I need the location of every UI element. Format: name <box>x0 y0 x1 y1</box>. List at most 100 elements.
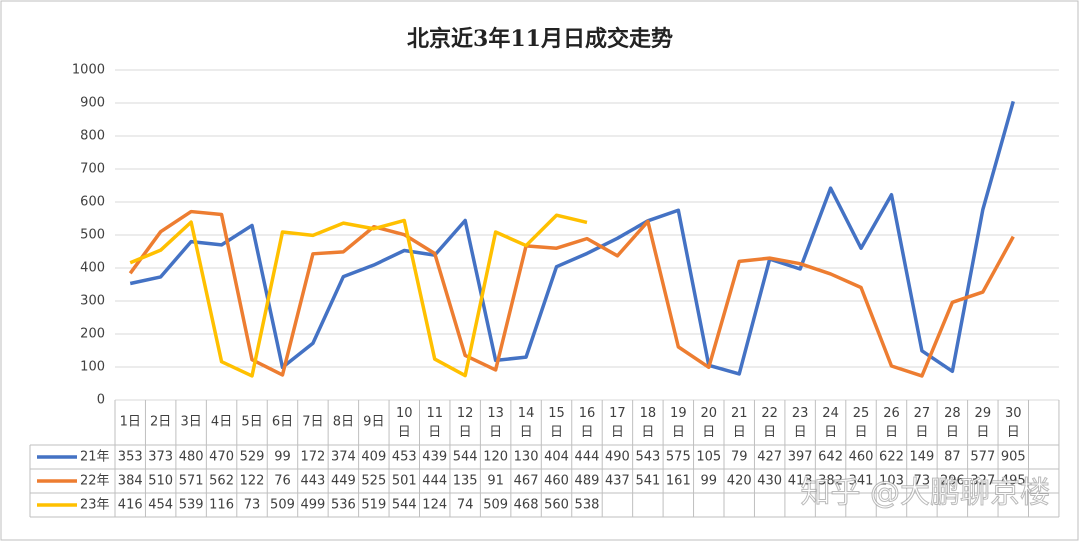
table-value: 416 <box>118 498 143 513</box>
y-tick-label: 1000 <box>72 63 105 78</box>
table-value: 454 <box>148 498 173 513</box>
table-value: 105 <box>696 450 721 465</box>
y-tick-label: 200 <box>80 327 105 342</box>
table-value: 444 <box>422 474 447 489</box>
table-value: 404 <box>544 450 569 465</box>
x-tick-label-part: 20 <box>701 406 718 421</box>
x-tick-label-part: 28 <box>944 406 961 421</box>
chart-title: 北京近3年11月日成交走势 <box>407 26 673 52</box>
table-value: 536 <box>331 498 356 513</box>
table-value: 529 <box>240 450 265 465</box>
table-value: 149 <box>910 450 935 465</box>
x-tick-label: 21 日 <box>731 406 748 440</box>
x-tick-label: 11 日 <box>426 406 443 440</box>
x-tick-label-part: 13 <box>487 406 504 421</box>
x-tick-label-part: 日 <box>794 425 807 440</box>
table-value: 538 <box>575 498 600 513</box>
x-tick-label-part: 日 <box>733 425 746 440</box>
x-tick-label-part: 18 <box>640 406 657 421</box>
table-value: 499 <box>301 498 326 513</box>
x-tick-label: 19 日 <box>670 406 687 440</box>
x-tick-label: 5日 <box>241 415 262 430</box>
legend-label: 22年 <box>80 474 110 489</box>
y-tick-label: 900 <box>80 96 105 111</box>
table-value: 87 <box>944 450 961 465</box>
table-value: 384 <box>118 474 143 489</box>
table-value: 99 <box>701 474 718 489</box>
table-value: 509 <box>270 498 295 513</box>
x-tick-label: 17 日 <box>609 406 626 440</box>
table-value: 489 <box>575 474 600 489</box>
x-tick-label: 26 日 <box>883 406 900 440</box>
x-tick-label: 10 日 <box>396 406 413 440</box>
x-tick-label: 18 日 <box>640 406 657 440</box>
x-tick-label-part: 日 <box>398 425 411 440</box>
table-value: 161 <box>666 474 691 489</box>
x-tick-label-part: 12 <box>457 406 474 421</box>
x-tick-label: 29 日 <box>975 406 992 440</box>
table-value: 525 <box>361 474 386 489</box>
table-value: 79 <box>731 450 748 465</box>
table-value: 622 <box>879 450 904 465</box>
x-tick-label: 12 日 <box>457 406 474 440</box>
x-tick-label: 25 日 <box>853 406 870 440</box>
table-value: 543 <box>635 450 660 465</box>
table-value: 341 <box>849 474 874 489</box>
table-value: 460 <box>849 450 874 465</box>
table-value: 353 <box>118 450 143 465</box>
x-tick-label: 2日 <box>150 415 171 430</box>
table-value: 437 <box>605 474 630 489</box>
y-tick-label: 100 <box>80 360 105 375</box>
x-tick-label-part: 24 <box>822 406 839 421</box>
table-value: 519 <box>361 498 386 513</box>
table-value: 541 <box>635 474 660 489</box>
y-tick-label: 300 <box>80 294 105 309</box>
x-tick-label-part: 日 <box>855 425 868 440</box>
table-value: 510 <box>148 474 173 489</box>
x-tick-label-part: 日 <box>824 425 837 440</box>
table-value: 430 <box>757 474 782 489</box>
table-value: 76 <box>274 474 291 489</box>
table-value: 296 <box>940 474 965 489</box>
x-tick-label-part: 11 <box>426 406 443 421</box>
table-value: 467 <box>514 474 539 489</box>
x-tick-label-part: 日 <box>489 425 502 440</box>
x-tick-label-part: 16 <box>579 406 596 421</box>
table-value: 397 <box>788 450 813 465</box>
x-tick-label-part: 日 <box>550 425 563 440</box>
x-tick-label: 27 日 <box>914 406 931 440</box>
table-value: 120 <box>483 450 508 465</box>
table-value: 575 <box>666 450 691 465</box>
table-value: 544 <box>453 450 478 465</box>
x-tick-label-part: 日 <box>946 425 959 440</box>
table-value: 135 <box>453 474 478 489</box>
table-value: 460 <box>544 474 569 489</box>
x-tick-label: 24 日 <box>822 406 839 440</box>
table-value: 443 <box>301 474 326 489</box>
x-tick-label-part: 日 <box>1007 425 1020 440</box>
table-value: 444 <box>575 450 600 465</box>
x-tick-label-part: 日 <box>520 425 533 440</box>
x-tick-label: 16 日 <box>579 406 596 440</box>
y-tick-label: 0 <box>97 393 105 408</box>
table-value: 427 <box>757 450 782 465</box>
x-tick-label-part: 23 <box>792 406 809 421</box>
x-tick-label-part: 日 <box>459 425 472 440</box>
x-tick-label-part: 日 <box>885 425 898 440</box>
series-line <box>129 213 588 378</box>
x-tick-label-part: 日 <box>915 425 928 440</box>
watermark: 知乎 @大鹏聊京楼 <box>800 476 1050 511</box>
x-tick-label-part: 15 <box>548 406 565 421</box>
y-tick-label: 800 <box>80 129 105 144</box>
x-tick-label: 8日 <box>333 415 354 430</box>
x-tick-label-part: 21 <box>731 406 748 421</box>
legend-label: 23年 <box>80 498 110 513</box>
x-tick-label-part: 17 <box>609 406 626 421</box>
x-tick-label-part: 25 <box>853 406 870 421</box>
legend-label: 21年 <box>80 450 110 465</box>
x-tick-label-part: 29 <box>975 406 992 421</box>
table-value: 495 <box>1001 474 1026 489</box>
table-value: 905 <box>1001 450 1026 465</box>
table-value: 382 <box>818 474 843 489</box>
